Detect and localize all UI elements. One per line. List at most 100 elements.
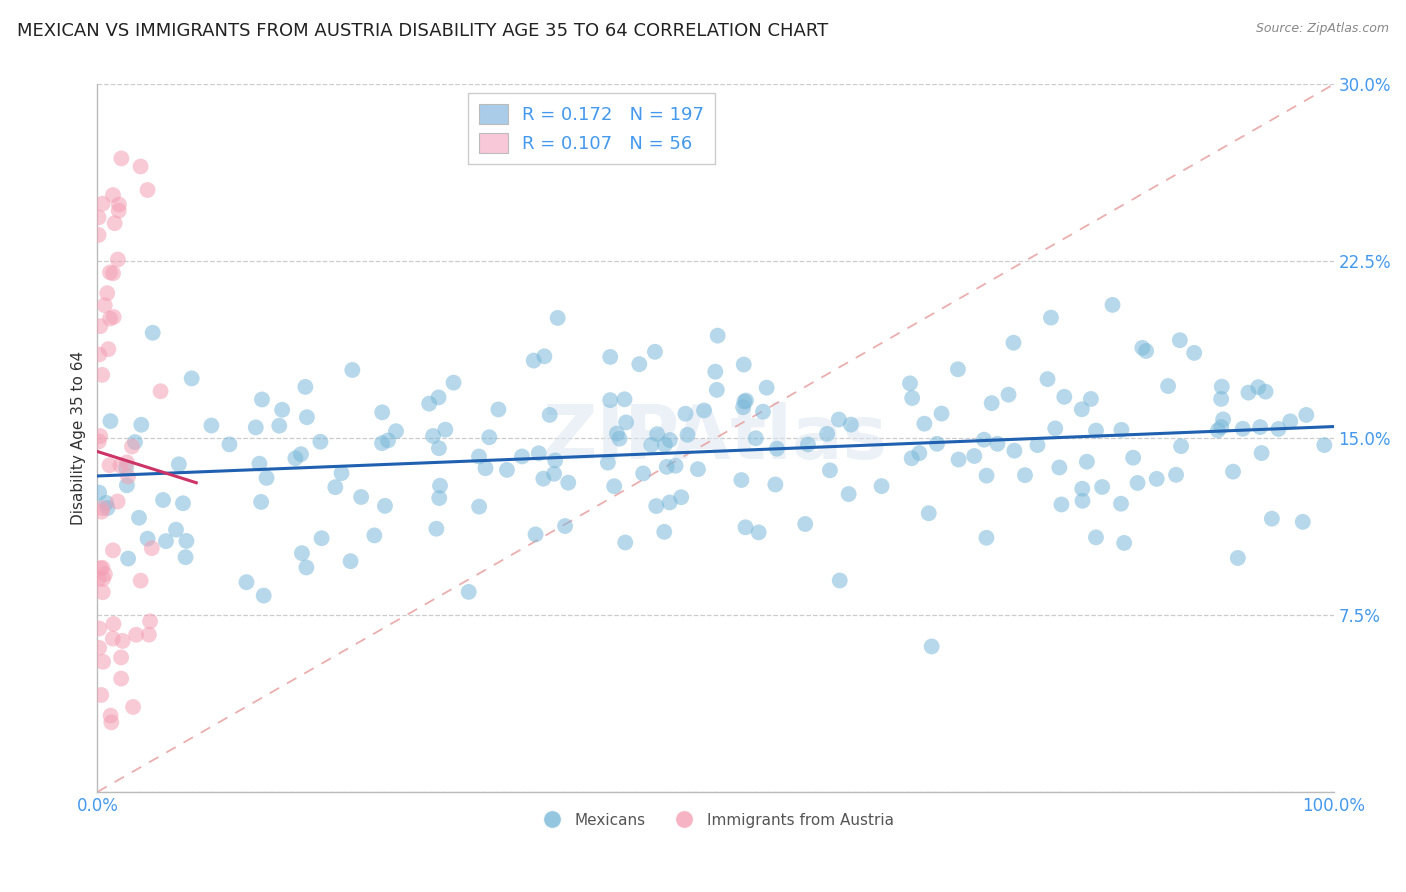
Point xyxy=(997,387,1019,401)
Point xyxy=(755,381,778,395)
Point xyxy=(898,376,921,391)
Point xyxy=(1130,341,1153,355)
Point xyxy=(797,437,820,451)
Point xyxy=(1002,335,1025,350)
Point xyxy=(1101,298,1123,312)
Point xyxy=(1170,439,1192,453)
Point xyxy=(110,458,132,473)
Point xyxy=(828,412,851,426)
Point xyxy=(918,506,941,520)
Point xyxy=(91,368,114,382)
Point xyxy=(652,524,675,539)
Point xyxy=(165,523,187,537)
Point xyxy=(870,479,893,493)
Point xyxy=(271,402,294,417)
Point xyxy=(91,501,114,516)
Point xyxy=(87,434,110,449)
Point xyxy=(87,227,110,242)
Point xyxy=(547,310,569,325)
Point xyxy=(794,516,817,531)
Point xyxy=(174,550,197,565)
Point xyxy=(98,458,121,473)
Text: MEXICAN VS IMMIGRANTS FROM AUSTRIA DISABILITY AGE 35 TO 64 CORRELATION CHART: MEXICAN VS IMMIGRANTS FROM AUSTRIA DISAB… xyxy=(17,22,828,40)
Point xyxy=(980,396,1002,410)
Point xyxy=(527,446,550,460)
Point xyxy=(155,534,177,549)
Point xyxy=(235,575,257,590)
Point xyxy=(291,546,314,560)
Point xyxy=(167,458,190,472)
Point xyxy=(117,469,139,483)
Point xyxy=(256,471,278,485)
Point xyxy=(443,376,465,390)
Legend: Mexicans, Immigrants from Austria: Mexicans, Immigrants from Austria xyxy=(530,806,900,834)
Point xyxy=(91,585,114,599)
Point xyxy=(655,459,678,474)
Point xyxy=(1080,392,1102,406)
Point xyxy=(125,628,148,642)
Point xyxy=(121,440,143,454)
Point xyxy=(457,585,479,599)
Point xyxy=(1122,450,1144,465)
Point xyxy=(90,688,112,702)
Point xyxy=(1109,497,1132,511)
Point xyxy=(1222,465,1244,479)
Point xyxy=(1053,390,1076,404)
Text: ZIPAtlas: ZIPAtlas xyxy=(543,401,889,475)
Point xyxy=(839,417,862,432)
Point xyxy=(1267,422,1289,436)
Point xyxy=(136,183,159,197)
Point xyxy=(101,543,124,558)
Point xyxy=(110,650,132,665)
Point xyxy=(100,715,122,730)
Point xyxy=(599,393,621,408)
Point xyxy=(141,541,163,555)
Point xyxy=(129,417,152,432)
Point xyxy=(976,531,998,545)
Point xyxy=(921,640,943,654)
Point xyxy=(89,319,111,334)
Point xyxy=(91,572,114,586)
Point xyxy=(693,403,716,417)
Point xyxy=(524,527,547,541)
Point xyxy=(250,495,273,509)
Point xyxy=(946,362,969,376)
Point xyxy=(309,434,332,449)
Point xyxy=(245,420,267,434)
Point xyxy=(603,479,626,493)
Point xyxy=(706,328,728,343)
Point xyxy=(671,490,693,504)
Point xyxy=(766,442,789,456)
Point xyxy=(645,427,668,442)
Point xyxy=(1249,420,1271,434)
Point xyxy=(295,410,318,425)
Point xyxy=(763,477,786,491)
Point xyxy=(117,551,139,566)
Point xyxy=(735,393,758,408)
Point xyxy=(91,655,114,669)
Point xyxy=(948,452,970,467)
Point xyxy=(1168,333,1191,347)
Point xyxy=(429,479,451,493)
Point xyxy=(427,441,450,455)
Point xyxy=(91,196,114,211)
Point xyxy=(496,463,519,477)
Point xyxy=(87,572,110,586)
Point xyxy=(1114,536,1136,550)
Point xyxy=(631,467,654,481)
Point xyxy=(107,252,129,267)
Point xyxy=(89,347,111,361)
Point xyxy=(614,416,637,430)
Point xyxy=(294,380,316,394)
Point xyxy=(124,435,146,450)
Point xyxy=(100,708,122,723)
Point xyxy=(89,640,111,655)
Point xyxy=(330,466,353,480)
Text: Source: ZipAtlas.com: Source: ZipAtlas.com xyxy=(1256,22,1389,36)
Point xyxy=(912,417,935,431)
Point xyxy=(654,437,676,451)
Point xyxy=(1045,421,1067,435)
Point xyxy=(1076,455,1098,469)
Point xyxy=(342,363,364,377)
Point xyxy=(704,365,727,379)
